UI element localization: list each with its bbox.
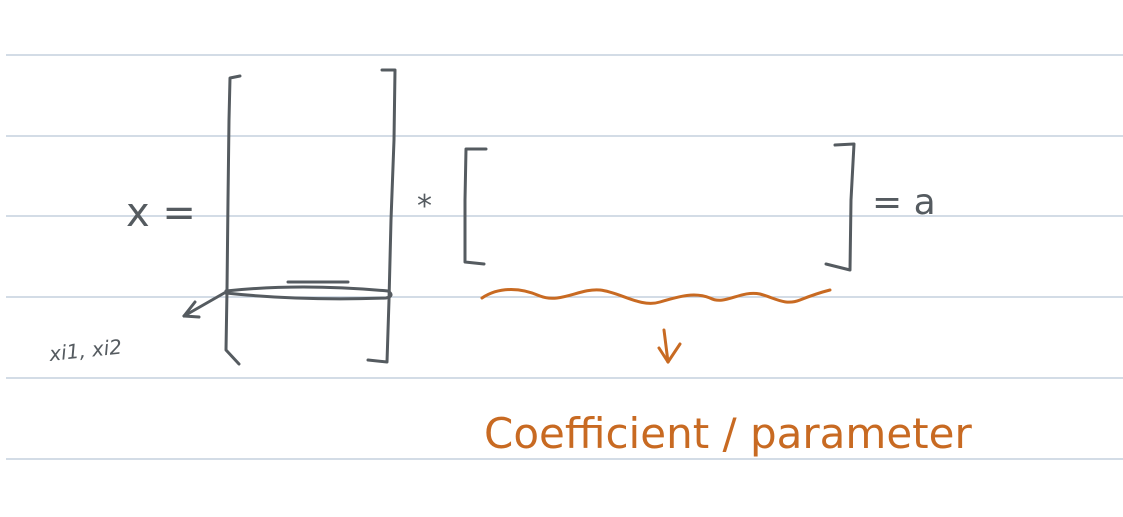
equation-lhs: x = [126, 190, 196, 236]
arrow-down-icon [657, 328, 682, 364]
ruled-lines [6, 54, 1123, 460]
vector-left-bracket [463, 147, 488, 266]
wavy-underline [480, 288, 832, 305]
equation-rhs: = a [872, 182, 936, 223]
row-label: xi1, xi2 [47, 334, 123, 366]
vector-right-bracket [824, 142, 856, 272]
multiply-operator: * [417, 189, 432, 224]
arrow-left-icon [182, 290, 228, 319]
matrix-row-highlight [224, 285, 393, 301]
matrix-x-right-bracket [366, 68, 397, 364]
annotation-label: Coefficient / parameter [484, 409, 972, 458]
matrix-x-left-bracket [224, 74, 242, 366]
